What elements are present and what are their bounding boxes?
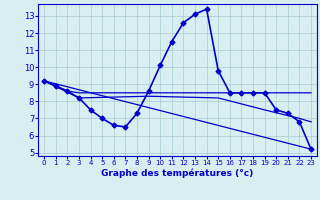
X-axis label: Graphe des températures (°c): Graphe des températures (°c) [101,169,254,178]
